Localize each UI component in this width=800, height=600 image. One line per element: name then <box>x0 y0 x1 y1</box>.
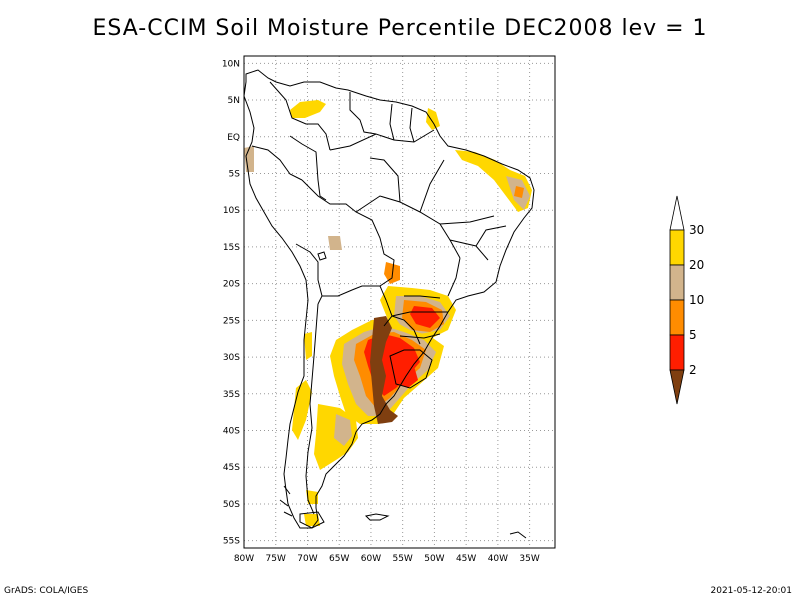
colorbar-top-arrow <box>669 195 685 231</box>
fill-patch-uruguay-red <box>396 366 418 388</box>
colorbar: 30 20 10 5 2 <box>669 195 704 405</box>
colorbar-label: 2 <box>689 363 697 377</box>
border-peru-bolivia-chile <box>295 243 323 305</box>
lat-tick-label: 10N <box>222 59 240 69</box>
border-peru-brazil-bolivia <box>301 179 395 287</box>
lon-tick-label: 75W <box>266 554 286 564</box>
fill-patch-pampas-brown <box>370 316 398 424</box>
fill-patch-guiana <box>426 108 440 130</box>
lon-tick-label: 60W <box>361 554 381 564</box>
brazil-south-states <box>391 295 448 339</box>
colorbar-label: 10 <box>689 293 704 307</box>
lat-tick-label: EQ <box>227 133 240 143</box>
lat-tick-label: 15S <box>223 243 240 253</box>
falkland-islands <box>364 513 390 521</box>
colorbar-label: 30 <box>689 223 704 237</box>
lon-tick-label: 50W <box>424 554 444 564</box>
map-title: ESA-CCIM Soil Moisture Percentile DEC200… <box>92 16 708 41</box>
footer-credit: GrADS: COLA/IGES <box>4 586 89 596</box>
lon-tick-label: 40W <box>488 554 508 564</box>
fill-patch-ne-brazil <box>455 150 532 212</box>
colorbar-label: 5 <box>689 328 697 342</box>
lat-tick-label: 5N <box>228 96 240 106</box>
lat-tick-label: 40S <box>223 427 240 437</box>
colorbar-bottom-arrow <box>669 369 685 405</box>
footer-timestamp: 2021-05-12-20:01 <box>710 586 793 596</box>
border-venezuela-guyana <box>349 92 377 135</box>
brazil-inner-states <box>355 157 507 297</box>
lon-tick-label: 80W <box>234 554 254 564</box>
border-ecuador-peru <box>251 145 303 181</box>
percentile-fill-layer <box>244 100 532 526</box>
map-frame <box>243 55 556 549</box>
lon-tick-label: 70W <box>297 554 317 564</box>
border-chile-argentina <box>305 303 319 515</box>
map-grid: 10N 5N EQ 5S 10S 15S 20S 25S 30S 35S 40S 45S 50S 55S 8… <box>222 56 555 564</box>
fill-patch-patagonia-tan <box>334 414 352 446</box>
lat-tick-label: 10S <box>223 206 240 216</box>
lon-tick-label: 55W <box>392 554 412 564</box>
lon-tick-label: 45W <box>456 554 476 564</box>
border-bolivia-paraguay-argentina <box>322 285 393 327</box>
border-colombia-peru-brazil <box>289 135 327 201</box>
colorbar-bin <box>669 299 685 336</box>
lat-tick-label: 25S <box>223 316 240 326</box>
south-america-outline <box>243 69 535 529</box>
border-uruguay <box>389 349 433 389</box>
lat-tick-label: 20S <box>223 280 240 290</box>
border-colombia-venezuela <box>269 81 331 151</box>
fill-patch-bolivia <box>328 236 342 250</box>
colorbar-label: 20 <box>689 258 704 272</box>
fill-patch-ne-brazil-orange <box>514 186 524 198</box>
chile-islands <box>279 485 293 517</box>
fill-patch-ecuador <box>244 146 254 172</box>
lon-tick-label: 35W <box>519 554 539 564</box>
lat-tick-label: 30S <box>223 353 240 363</box>
lat-tick-label: 5S <box>229 169 241 179</box>
lat-tick-label: 55S <box>223 537 240 547</box>
colorbar-bin <box>669 334 685 371</box>
border-brazil-north <box>329 129 435 151</box>
south-georgia <box>509 531 527 539</box>
coastline-layer <box>243 69 535 539</box>
tierra-del-fuego <box>299 511 325 529</box>
colorbar-bin <box>669 229 685 266</box>
lake-titicaca <box>317 251 327 261</box>
colorbar-bin <box>669 264 685 301</box>
lon-tick-label: 65W <box>329 554 349 564</box>
fill-patch-bolivia-east <box>384 262 400 284</box>
border-guianas <box>389 103 415 143</box>
lat-tick-label: 35S <box>223 390 240 400</box>
lat-tick-label: 50S <box>223 500 240 510</box>
fill-patch-southern-patagonia <box>306 490 318 504</box>
lat-tick-label: 45S <box>223 463 240 473</box>
fill-patch-venezuela <box>290 100 326 118</box>
fill-patch-chile-north <box>304 332 312 360</box>
